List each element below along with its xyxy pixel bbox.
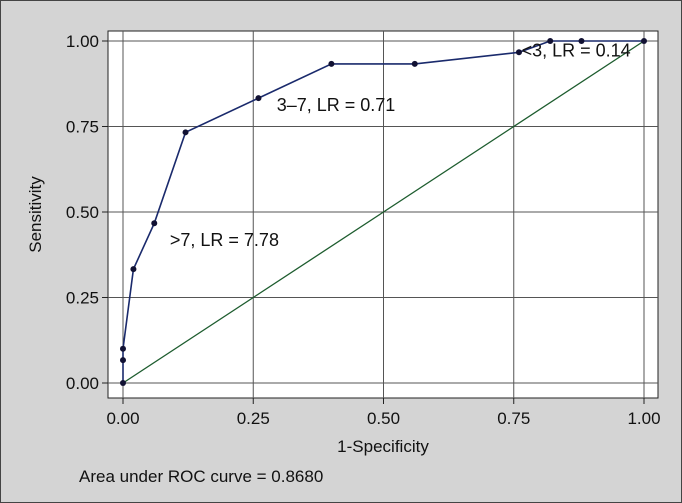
- roc-point: [547, 38, 554, 44]
- threshold-annotation: <3, LR = 0.14: [522, 40, 631, 60]
- roc-point: [578, 38, 585, 44]
- roc-point: [328, 60, 335, 67]
- axes: 0.00 0.00 0.25 0.25 0.50 0.50 0.75 0.75 1.00 1.00: [66, 32, 661, 428]
- y-tick-label: 1.00: [66, 32, 99, 51]
- threshold-annotation: >7, LR = 7.78: [170, 230, 279, 250]
- auc-footer: Area under ROC curve = 0.8680: [79, 467, 323, 486]
- roc-point: [182, 129, 189, 136]
- roc-point: [151, 220, 158, 227]
- x-tick-label: 0.00: [106, 409, 139, 428]
- y-tick-label: 0.50: [66, 203, 99, 222]
- annotations: >7, LR = 7.78 3–7, LR = 0.71 <3, LR = 0.14: [170, 40, 631, 250]
- y-tick-label: 0.25: [66, 289, 99, 308]
- x-tick-label: 1.00: [627, 409, 660, 428]
- roc-point: [120, 380, 126, 386]
- grid-lines: [108, 31, 658, 398]
- roc-point: [120, 357, 126, 364]
- x-tick-label: 0.50: [367, 409, 400, 428]
- x-tick-label: 0.25: [237, 409, 270, 428]
- x-tick-label: 0.75: [497, 409, 530, 428]
- reference-line: [122, 40, 645, 384]
- y-axis-label: Sensitivity: [26, 176, 45, 253]
- roc-point: [130, 266, 137, 273]
- roc-point: [515, 49, 522, 56]
- threshold-annotation: 3–7, LR = 0.71: [277, 95, 396, 115]
- reference-line-group: [122, 40, 645, 384]
- roc-curve-group: [120, 38, 647, 386]
- roc-point: [641, 38, 647, 44]
- y-tick-label: 0.00: [66, 374, 99, 393]
- y-tick-label: 0.75: [66, 118, 99, 137]
- x-axis-label: 1-Specificity: [337, 437, 429, 456]
- roc-point: [411, 60, 418, 67]
- roc-point: [120, 345, 126, 352]
- roc-point: [255, 95, 262, 102]
